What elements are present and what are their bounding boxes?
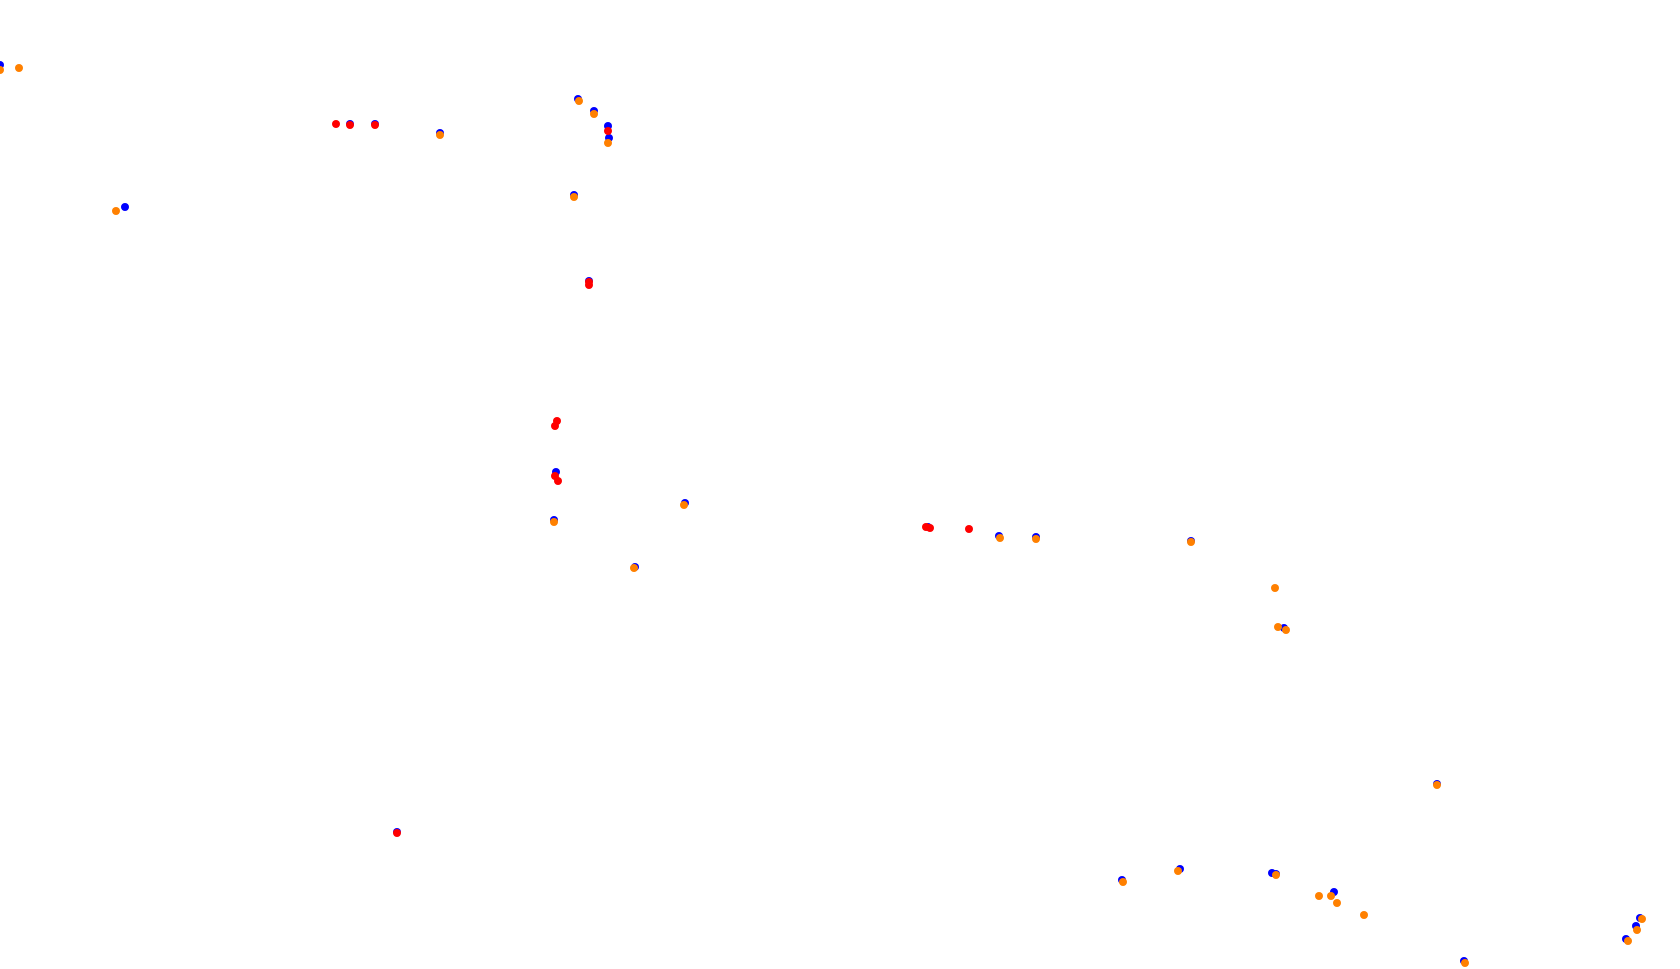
orange-point-8 [1327, 892, 1335, 900]
orange-point-12 [1282, 626, 1290, 634]
orange-point-28 [15, 64, 23, 72]
orange-point-13 [1274, 623, 1282, 631]
orange-point-15 [1187, 538, 1195, 546]
red-point-2 [551, 472, 559, 480]
orange-point-21 [570, 193, 578, 201]
orange-point-3 [1638, 915, 1646, 923]
red-point-6 [585, 278, 593, 286]
orange-point-9 [1333, 899, 1341, 907]
orange-point-17 [996, 534, 1004, 542]
orange-point-5 [1119, 878, 1127, 886]
orange-point-1 [1624, 937, 1632, 945]
orange-point-20 [550, 518, 558, 526]
orange-point-14 [1271, 584, 1279, 592]
orange-point-24 [575, 97, 583, 105]
orange-point-6 [1174, 867, 1182, 875]
red-point-11 [371, 121, 379, 129]
red-point-13 [332, 120, 340, 128]
orange-point-2 [1633, 926, 1641, 934]
orange-point-22 [604, 139, 612, 147]
orange-point-26 [112, 207, 120, 215]
orange-point-4 [1360, 911, 1368, 919]
orange-point-25 [436, 131, 444, 139]
red-point-9 [926, 524, 934, 532]
orange-point-19 [630, 564, 638, 572]
red-point-4 [553, 417, 561, 425]
orange-point-7 [1315, 892, 1323, 900]
red-point-10 [965, 525, 973, 533]
red-point-12 [346, 121, 354, 129]
orange-point-11 [1433, 781, 1441, 789]
orange-point-0 [1461, 959, 1469, 967]
orange-point-23 [590, 110, 598, 118]
orange-point-18 [680, 501, 688, 509]
orange-point-16 [1032, 535, 1040, 543]
orange-point-10 [1272, 871, 1280, 879]
blue-point-28 [121, 203, 129, 211]
orange-point-27 [0, 66, 4, 74]
red-point-7 [604, 127, 612, 135]
red-point-0 [393, 829, 401, 837]
scatter-marks [0, 61, 1646, 967]
